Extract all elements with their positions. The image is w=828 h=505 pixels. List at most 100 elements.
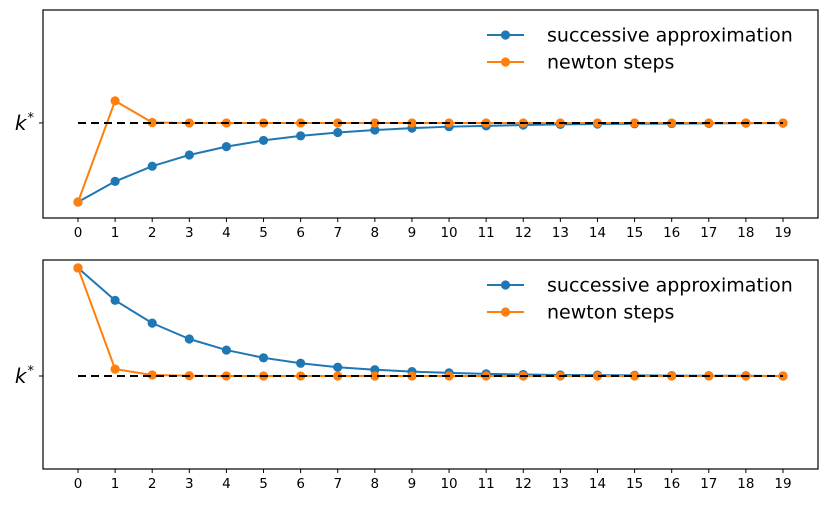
k-star-base: k: [15, 364, 28, 388]
x-axis-tick-label: 11: [478, 225, 495, 241]
x-axis-tick-label: 10: [440, 225, 457, 241]
x-axis-tick-label: 14: [589, 476, 606, 492]
x-axis-tick-label: 0: [74, 476, 83, 492]
data-point-marker: [592, 371, 603, 381]
data-point-marker: [333, 127, 343, 138]
data-point-marker: [667, 371, 677, 381]
legend-entry-label: successive approximation: [547, 275, 793, 297]
legend: successive approximation newton steps: [487, 275, 793, 324]
x-axis-tick-label: 15: [626, 225, 643, 241]
x-axis-tick-label: 16: [663, 476, 680, 492]
x-axis-tick-label: 8: [371, 476, 380, 492]
data-point-marker: [407, 371, 417, 381]
x-axis-tick-label: 13: [552, 476, 569, 492]
data-point-marker: [147, 370, 157, 380]
data-point-marker: [110, 295, 120, 305]
x-axis-tick-label: 12: [515, 476, 532, 492]
k-star-base: k: [15, 111, 28, 135]
x-axis-tick-label: 19: [774, 476, 791, 492]
x-axis-tick-label: 5: [259, 225, 268, 241]
x-axis-tick-label: 18: [737, 225, 754, 241]
x-axis-tick-label: 4: [222, 476, 231, 492]
x-axis-tick-label: 8: [371, 225, 380, 241]
x-axis-tick-label: 11: [478, 476, 495, 492]
x-axis-tick-label: 18: [737, 476, 754, 492]
x-axis-tick-label: 7: [333, 225, 342, 241]
legend-entry-label: successive approximation: [547, 25, 793, 47]
x-axis-tick-label: 16: [663, 225, 680, 241]
x-axis-tick-label: 13: [552, 225, 569, 241]
data-point-marker: [73, 263, 83, 273]
plot-box: [42, 259, 819, 470]
x-axis-tick-label: 7: [333, 476, 342, 492]
x-axis-tick-label: 2: [148, 476, 157, 492]
data-point-marker: [110, 364, 120, 374]
data-point-marker: [296, 358, 306, 368]
x-axis-tick-label: 6: [296, 476, 305, 492]
x-axis-tick-label: 3: [185, 476, 194, 492]
x-axis-tick-label: 3: [185, 225, 194, 241]
x-axis-tick-label: 9: [408, 476, 417, 492]
legend-entry: newton steps: [487, 302, 674, 324]
data-point-marker: [407, 118, 417, 128]
data-point-marker: [147, 117, 157, 128]
data-point-marker: [333, 371, 343, 381]
legend: successive approximation newton steps: [487, 25, 793, 74]
data-point-marker: [73, 197, 83, 207]
x-axis-tick-label: 17: [700, 225, 717, 241]
x-axis-tick-label: 15: [626, 476, 643, 492]
legend-entry-label: newton steps: [547, 302, 674, 324]
legend-sample-marker: [500, 307, 511, 317]
data-point-marker: [221, 345, 232, 355]
legend-entry: successive approximation: [487, 25, 793, 47]
data-point-marker: [110, 176, 120, 186]
data-point-marker: [778, 371, 788, 381]
legend-entry: newton steps: [487, 52, 674, 74]
x-axis-tick-label: 0: [74, 225, 83, 241]
data-point-marker: [296, 131, 306, 141]
legend-sample-marker: [500, 30, 511, 40]
y-axis-reference-label: k*: [15, 364, 35, 388]
data-point-marker: [370, 125, 380, 135]
legend-sample-marker: [500, 57, 511, 67]
x-axis-tick-label: 19: [774, 225, 791, 241]
x-axis-tick-label: 12: [515, 225, 532, 241]
data-point-marker: [184, 150, 194, 160]
data-point-marker: [592, 118, 603, 128]
subplot-bottom: 0 1 2 3 4 5 6 7 8 9 10 11 12 13 14 15 16 17 18 19k*successi…: [15, 259, 819, 492]
data-point-marker: [147, 161, 157, 171]
legend-sample-marker: [500, 280, 511, 290]
data-point-marker: [333, 362, 343, 372]
legend-entry: successive approximation: [487, 275, 793, 297]
x-axis-tick-label: 4: [222, 225, 231, 241]
data-point-marker: [110, 96, 120, 106]
data-point-marker: [629, 371, 640, 381]
legend-entry-label: newton steps: [547, 52, 674, 74]
x-axis-tick-label: 10: [440, 476, 457, 492]
x-axis-tick-label: 5: [259, 476, 268, 492]
x-axis-tick-label: 6: [296, 225, 305, 241]
data-point-marker: [370, 118, 380, 128]
subplot-top: 0 1 2 3 4 5 6 7 8 9 10 11 12 13 14 15 16 17 18 19k*successi…: [15, 9, 819, 241]
k-star-superscript: *: [28, 364, 35, 379]
x-axis-tick-label: 14: [589, 225, 606, 241]
data-point-marker: [258, 135, 269, 146]
data-point-marker: [184, 334, 194, 344]
y-axis-reference-label: k*: [15, 111, 35, 135]
x-axis-tick-label: 2: [148, 225, 157, 241]
data-point-marker: [370, 371, 380, 381]
data-point-marker: [221, 142, 232, 152]
x-axis-tick-label: 1: [111, 476, 120, 492]
data-point-marker: [778, 118, 788, 128]
k-star-superscript: *: [28, 111, 35, 126]
x-axis-tick-label: 17: [700, 476, 717, 492]
data-point-marker: [667, 118, 677, 128]
data-point-marker: [629, 118, 640, 128]
plot-box: [42, 9, 819, 219]
x-axis-tick-label: 9: [408, 225, 417, 241]
data-point-marker: [258, 353, 269, 363]
data-point-marker: [147, 318, 157, 328]
data-point-marker: [333, 118, 343, 128]
